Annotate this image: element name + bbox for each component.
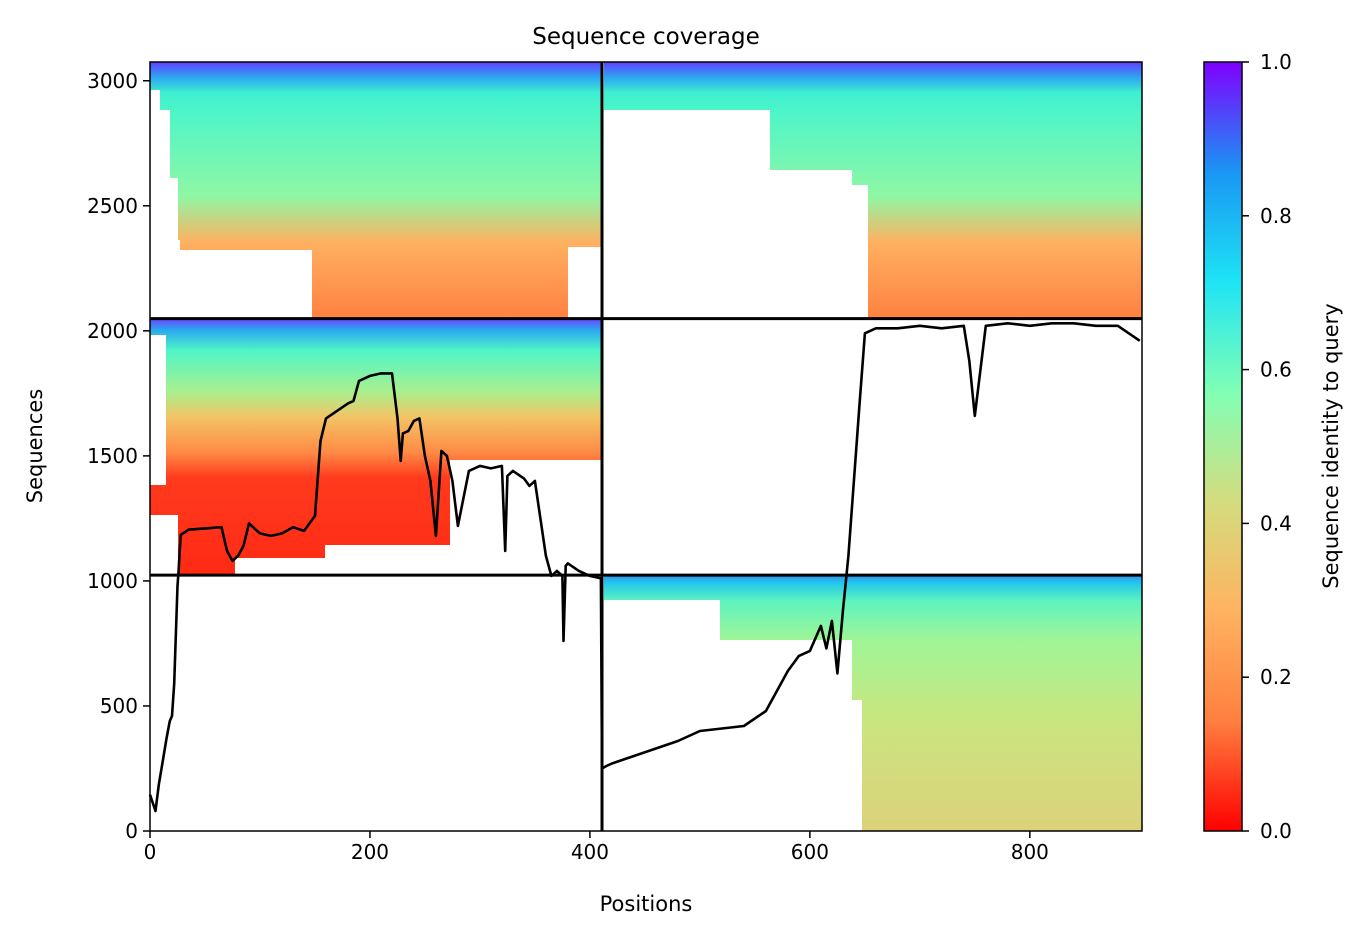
block-top-b [604, 62, 1142, 320]
coverage-layer [148, 321, 1141, 813]
block-top-a [150, 62, 602, 320]
x-tick-label: 600 [791, 840, 829, 864]
x-tick-label: 800 [1011, 840, 1049, 864]
colorbar-tick-label: 0.6 [1260, 358, 1292, 382]
colorbar-tick-label: 1.0 [1260, 50, 1292, 74]
y-tick-label: 500 [100, 694, 138, 718]
colorbar-tick-label: 0.2 [1260, 665, 1292, 689]
block-bot-b [604, 575, 1142, 831]
chart-title: Sequence coverage [532, 24, 760, 50]
y-tick-label: 3000 [87, 69, 138, 93]
colorbar-tick-label: 0.0 [1260, 819, 1292, 843]
coverage-line [148, 321, 1141, 813]
colorbar-tick-label: 0.8 [1260, 204, 1292, 228]
plot-axes [149, 61, 1143, 832]
heatmap-blocks [150, 62, 1142, 831]
x-axis-ticks: 0 200 400 600 800 [144, 831, 1049, 864]
colorbar-bar [1203, 61, 1243, 832]
plot-frame [149, 61, 1143, 832]
y-tick-label: 1000 [87, 569, 138, 593]
y-tick-label: 2000 [87, 319, 138, 343]
colorbar-label: Sequence identity to query [1319, 303, 1343, 588]
block-mid-a [150, 320, 602, 575]
y-axis-label: Sequences [23, 389, 47, 504]
y-tick-label: 0 [125, 819, 138, 843]
x-tick-label: 200 [351, 840, 389, 864]
x-axis-label: Positions [600, 892, 693, 916]
block-top-a-gap [150, 240, 180, 320]
x-tick-label: 400 [571, 840, 609, 864]
colorbar: 0.0 0.2 0.4 0.6 0.8 1.0 Sequence identity to … [1203, 50, 1343, 843]
block-mid-a-gap [150, 335, 166, 485]
x-tick-label: 0 [144, 840, 157, 864]
colorbar-tick-label: 0.4 [1260, 511, 1292, 535]
block-top-a-gap [178, 250, 312, 320]
y-axis-ticks: 0 500 1000 1500 2000 2500 3000 [87, 69, 150, 843]
chain-dividers [150, 62, 1142, 831]
y-tick-label: 1500 [87, 444, 138, 468]
block-top-a-gap [568, 247, 602, 320]
colorbar-ticks: 0.0 0.2 0.4 0.6 0.8 1.0 [1242, 50, 1292, 843]
y-tick-label: 2500 [87, 194, 138, 218]
